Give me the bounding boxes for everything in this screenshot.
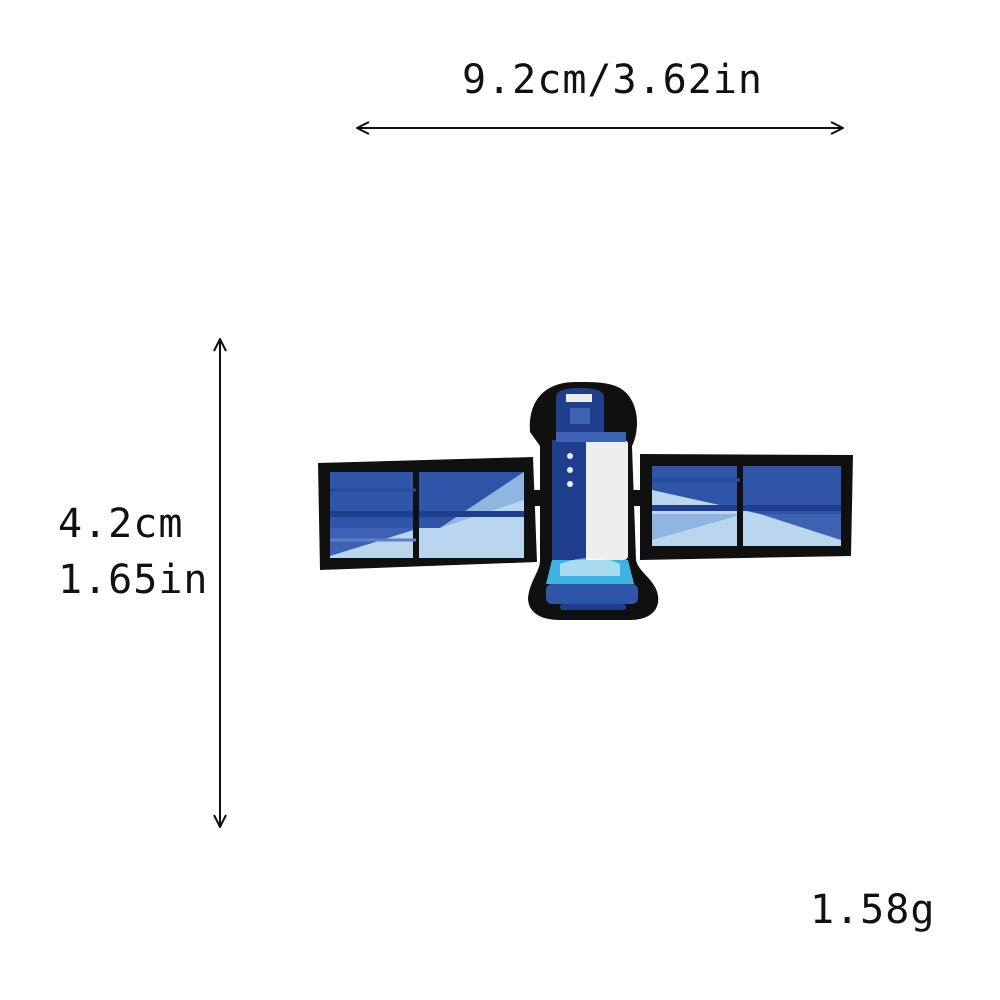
right-solar-panel [640,454,853,560]
height-dimension-in-label: 1.65in [58,557,209,603]
satellite-patch-icon [318,382,853,620]
left-solar-panel [318,457,537,570]
height-dimension-cm-label: 4.2cm [58,501,184,547]
weight-label: 1.58g [810,887,936,933]
width-dimension-label: 9.2cm/3.62in [462,57,763,103]
satellite-body [528,382,659,620]
